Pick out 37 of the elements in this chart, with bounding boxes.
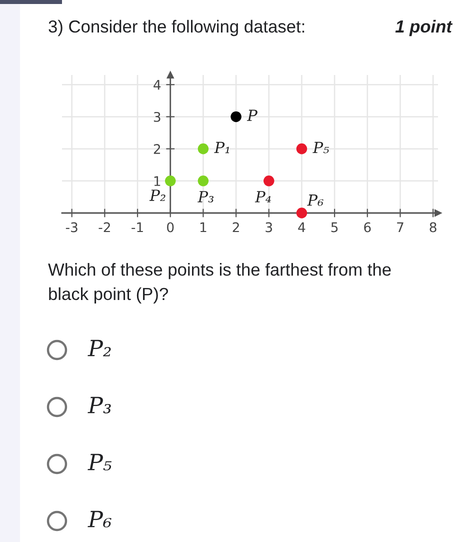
series-label: P₃ (198, 191, 214, 202)
text: 1 point (395, 20, 453, 36)
series-label: P₂ (149, 190, 166, 201)
y-tick-label: 4 (154, 80, 161, 90)
point (264, 176, 274, 186)
x-tick-label: 3 (266, 222, 272, 232)
text: Which of these points is the farthest from the black point (P)? (48, 263, 391, 304)
point (296, 208, 308, 218)
x-tick-label: 8 (430, 222, 436, 232)
y-tick-label: 1 (154, 176, 160, 186)
x-tick-label: -2 (98, 222, 110, 232)
x-tick-label: 1 (200, 222, 206, 232)
text: P₆ (88, 510, 112, 528)
x-tick-label: -1 (132, 222, 143, 232)
x-tick-label: 5 (331, 222, 338, 232)
point (296, 143, 308, 154)
series-label: P₄ (254, 191, 271, 202)
series-label: P₅ (312, 142, 330, 154)
text: P₃ (88, 396, 111, 414)
series-label: P (246, 110, 258, 121)
point (198, 143, 209, 154)
point (230, 111, 242, 122)
x-tick-label: 7 (397, 222, 404, 232)
text: P₂ (88, 340, 111, 356)
x-tick-label: 2 (232, 222, 239, 232)
y-tick-label: 2 (154, 144, 160, 154)
series-label: P₁ (214, 142, 230, 154)
x-tick-label: 4 (298, 222, 306, 232)
x-tick-label: -3 (66, 222, 78, 232)
y-tick-label: 3 (154, 112, 160, 122)
chart-title: 3) Consider the following dataset: (48, 20, 304, 36)
series-label: P₆ (307, 194, 324, 206)
point (198, 176, 209, 186)
x-tick-label: 6 (364, 222, 371, 232)
text: P₅ (88, 454, 112, 470)
x-tick-label: 0 (167, 222, 174, 232)
point (164, 176, 176, 186)
